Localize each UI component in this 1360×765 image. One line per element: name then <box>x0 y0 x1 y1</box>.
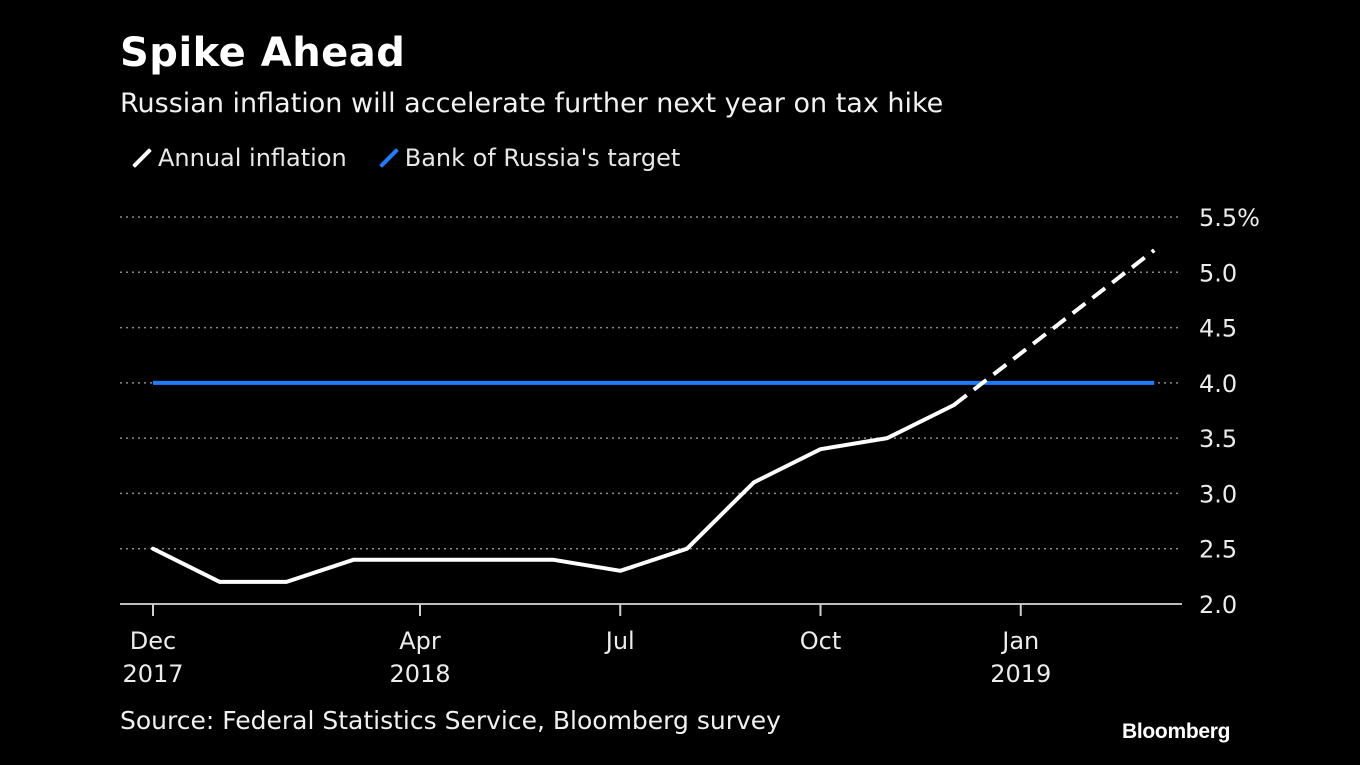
series-group <box>151 248 1156 584</box>
y-tick-label: 3.0 <box>1199 480 1237 508</box>
bloomberg-logo: Bloomberg <box>1122 720 1231 743</box>
legend-label: Annual inflation <box>158 144 347 172</box>
inflation-line <box>151 403 956 584</box>
y-tick-label: 2.0 <box>1199 591 1237 619</box>
chart-title: Spike Ahead <box>120 30 406 76</box>
x-tick-label: Jul <box>604 627 635 655</box>
y-axis: 2.0 2.5 3.0 3.5 4.0 4.5 5.0 5.5% <box>1199 204 1260 619</box>
chart-subtitle: Russian inflation will accelerate furthe… <box>120 88 944 119</box>
legend-label: Bank of Russia's target <box>404 144 681 172</box>
gridlines <box>120 216 1182 605</box>
y-tick-label: 3.5 <box>1199 425 1237 453</box>
y-tick-label: 4.5 <box>1199 315 1237 343</box>
y-tick-label: 4.0 <box>1199 370 1237 398</box>
x-tick-label: Jan <box>1000 627 1039 655</box>
y-tick-label: 2.5 <box>1199 536 1237 564</box>
x-tick-label: Dec <box>130 627 176 655</box>
x-tick-label: 2018 <box>389 660 450 688</box>
legend-item-target: Bank of Russia's target <box>378 144 681 172</box>
x-axis: Dec 2017 Apr 2018 Jul Oct Jan 2019 <box>122 604 1051 688</box>
inflation-forecast-line <box>952 248 1156 407</box>
x-tick-label: Apr <box>399 627 441 655</box>
x-tick-label: 2019 <box>990 660 1051 688</box>
y-tick-label: 5.5% <box>1199 204 1260 232</box>
y-tick-label: 5.0 <box>1199 259 1237 287</box>
legend-item-annual-inflation: Annual inflation <box>132 144 347 172</box>
x-tick-label: 2017 <box>122 660 183 688</box>
legend: Annual inflation Bank of Russia's target <box>132 144 714 172</box>
x-tick-label: Oct <box>800 627 842 655</box>
source-note: Source: Federal Statistics Service, Bloo… <box>120 706 781 735</box>
